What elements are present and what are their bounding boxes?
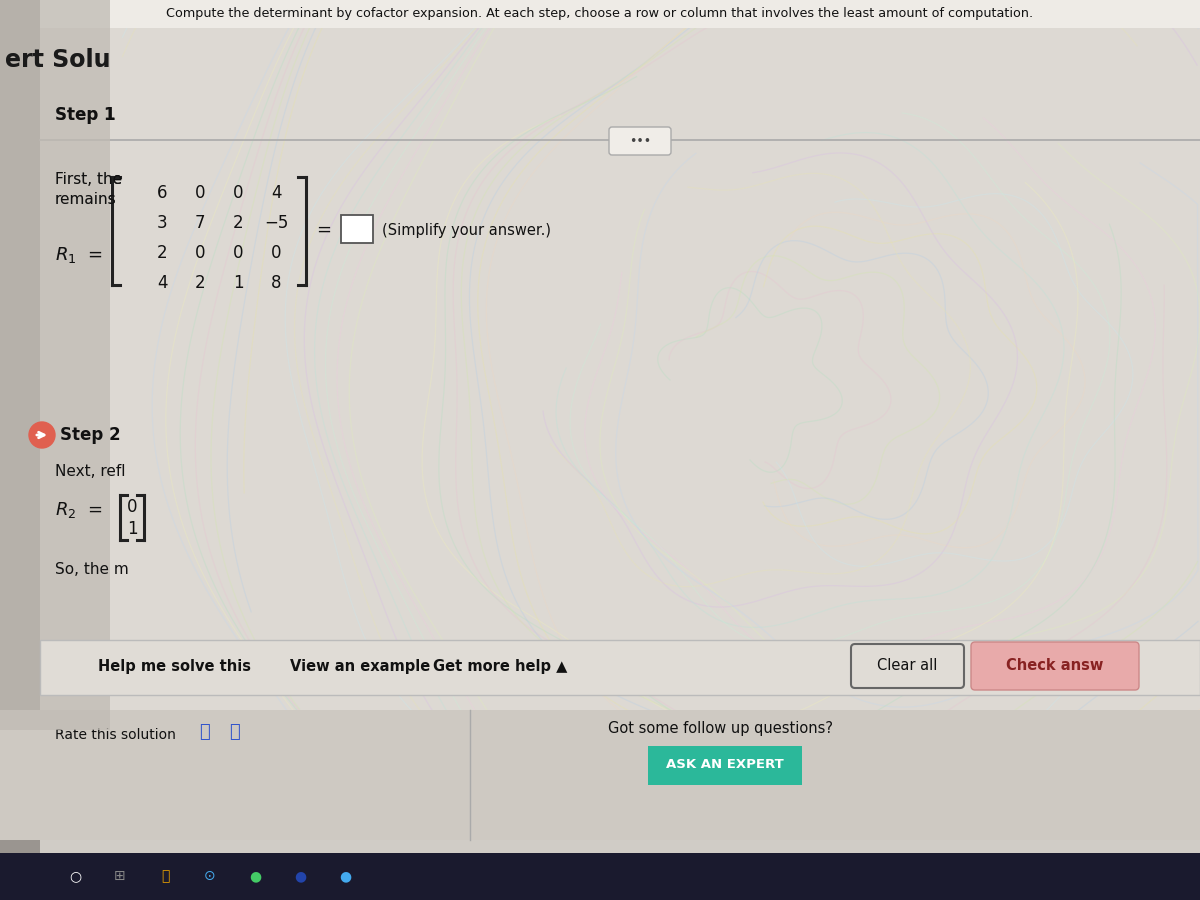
Text: 1: 1	[127, 520, 137, 538]
Text: ert Solu: ert Solu	[5, 48, 110, 72]
Text: 1: 1	[233, 274, 244, 292]
Text: Get more help ▲: Get more help ▲	[433, 660, 568, 674]
Text: $R_2$  =: $R_2$ =	[55, 500, 102, 520]
Text: 4: 4	[157, 274, 167, 292]
FancyBboxPatch shape	[40, 640, 1200, 695]
Text: 4: 4	[271, 184, 281, 202]
Text: Step 2: Step 2	[60, 426, 121, 444]
FancyBboxPatch shape	[610, 127, 671, 155]
Text: $R_1$  =: $R_1$ =	[55, 245, 102, 265]
Text: Next, refl: Next, refl	[55, 464, 126, 480]
FancyBboxPatch shape	[40, 0, 1200, 28]
Text: Rate this solution: Rate this solution	[55, 728, 176, 742]
Text: ●: ●	[248, 869, 262, 883]
Text: 3: 3	[157, 214, 167, 232]
Text: ⊞: ⊞	[114, 869, 126, 883]
FancyBboxPatch shape	[648, 746, 802, 785]
Text: =: =	[317, 221, 331, 239]
Text: 0: 0	[194, 244, 205, 262]
FancyBboxPatch shape	[0, 710, 1200, 840]
Text: 0: 0	[233, 184, 244, 202]
Text: $R_1$  =: $R_1$ =	[55, 245, 102, 265]
Text: 0: 0	[271, 244, 281, 262]
Text: 2: 2	[194, 274, 205, 292]
Text: 👎: 👎	[229, 723, 240, 741]
Text: 2: 2	[233, 214, 244, 232]
FancyBboxPatch shape	[971, 642, 1139, 690]
Text: Clear all: Clear all	[877, 659, 937, 673]
FancyBboxPatch shape	[40, 0, 1200, 730]
Text: •••: •••	[629, 134, 652, 148]
Text: ○: ○	[68, 869, 82, 883]
Text: ●: ●	[294, 869, 306, 883]
FancyBboxPatch shape	[0, 0, 110, 730]
Text: 6: 6	[157, 184, 167, 202]
Text: First, the: First, the	[55, 173, 122, 187]
Text: ⊙: ⊙	[204, 869, 216, 883]
FancyBboxPatch shape	[0, 853, 1200, 900]
Text: 0: 0	[233, 244, 244, 262]
Text: Compute the determinant by cofactor expansion. At each step, choose a row or col: Compute the determinant by cofactor expa…	[167, 7, 1033, 21]
Text: 0: 0	[127, 498, 137, 516]
Text: ert Solu: ert Solu	[5, 48, 110, 72]
Text: Step 1: Step 1	[55, 106, 115, 124]
Text: So, the m: So, the m	[55, 562, 128, 578]
Text: Help me solve this: Help me solve this	[98, 660, 252, 674]
Text: remains: remains	[55, 193, 116, 208]
Text: 0: 0	[194, 184, 205, 202]
Text: 👍: 👍	[199, 723, 210, 741]
Text: ASK AN EXPERT: ASK AN EXPERT	[666, 759, 784, 771]
Text: Step 1: Step 1	[55, 106, 115, 124]
Text: (Simplify your answer.): (Simplify your answer.)	[382, 222, 551, 238]
Text: remains: remains	[55, 193, 116, 208]
Text: Check answ: Check answ	[1007, 659, 1104, 673]
Text: 2: 2	[157, 244, 167, 262]
Text: Got some follow up questions?: Got some follow up questions?	[607, 721, 833, 735]
Text: First, the: First, the	[55, 173, 122, 187]
Text: 8: 8	[271, 274, 281, 292]
Text: 📁: 📁	[161, 869, 169, 883]
Text: 7: 7	[194, 214, 205, 232]
FancyBboxPatch shape	[851, 644, 964, 688]
Text: ●: ●	[338, 869, 352, 883]
Text: View an example: View an example	[290, 660, 430, 674]
FancyBboxPatch shape	[0, 0, 40, 900]
FancyBboxPatch shape	[341, 215, 373, 243]
Text: −5: −5	[264, 214, 288, 232]
Circle shape	[29, 422, 55, 448]
